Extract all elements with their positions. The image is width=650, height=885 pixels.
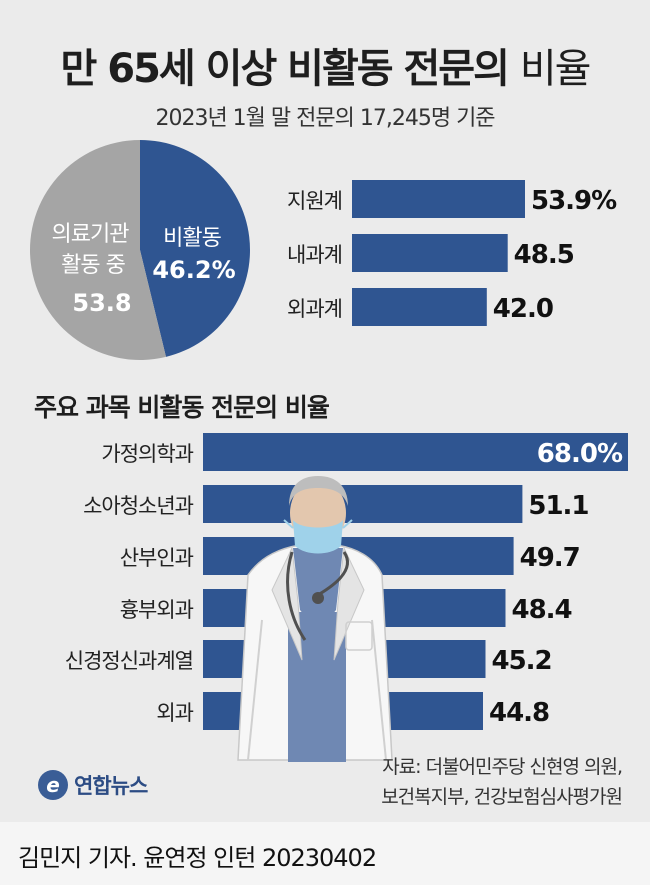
bar-value-label: 53.9% — [531, 186, 617, 216]
bar-category-label: 소아청소년과 — [83, 494, 194, 518]
source-line-1: 자료: 더불어민주당 신현영 의원, — [382, 756, 623, 778]
bar-category-label: 산부인과 — [120, 546, 194, 570]
bar — [352, 234, 508, 272]
pie-value-active: 53.8 — [72, 289, 131, 317]
bar-category-label: 내과계 — [287, 243, 342, 267]
bar-value-label: 48.4 — [512, 595, 572, 625]
main-panel: 만 65세 이상 비활동 전문의 비율 2023년 1월 말 전문의 17,24… — [0, 36, 650, 812]
title-bold: 만 65세 이상 비활동 전문의 — [60, 46, 510, 92]
bar-category-label: 신경정신과계열 — [65, 649, 193, 673]
bar-category-label: 흉부외과 — [120, 598, 194, 622]
doctor-illustration — [237, 476, 393, 762]
page-title: 만 65세 이상 비활동 전문의 비율 — [0, 36, 650, 94]
pie-label-inactive: 비활동 — [163, 226, 221, 251]
bar — [203, 485, 523, 523]
bar-category-label: 외과 — [156, 701, 193, 725]
source-note: 자료: 더불어민주당 신현영 의원, 보건복지부, 건강보험심사평가원 — [230, 752, 623, 812]
bar-category-label: 지원계 — [287, 189, 342, 213]
bar-value-label: 48.5 — [514, 240, 574, 270]
page-subtitle: 2023년 1월 말 전문의 17,245명 기준 — [155, 106, 495, 131]
logo-mark-icon: e — [38, 770, 68, 800]
pie-value-inactive: 46.2% — [152, 256, 235, 284]
bar-value-label: 68.0% — [537, 439, 623, 469]
bar — [352, 180, 525, 218]
bar-value-label: 44.8 — [489, 698, 549, 728]
section-title: 주요 과목 비활동 전문의 비율 — [34, 393, 330, 422]
bar — [352, 288, 487, 326]
title-light: 비율 — [519, 46, 592, 92]
logo-text: 연합뉴스 — [74, 774, 148, 798]
bar-value-label: 42.0 — [493, 294, 553, 324]
source-line-2: 보건복지부, 건강보험심사평가원 — [381, 786, 623, 808]
bar-value-label: 49.7 — [520, 543, 580, 573]
bar-category-label: 외과계 — [287, 297, 342, 321]
publisher-logo: e 연합뉴스 — [38, 770, 148, 800]
pie-slice — [140, 140, 250, 357]
pie-label-active-line2: 활동 중 — [61, 253, 125, 278]
bar-category-label: 가정의학과 — [101, 442, 193, 466]
bar-value-label: 45.2 — [492, 646, 552, 676]
bar-value-label: 51.1 — [528, 491, 588, 521]
footer-credit: 김민지 기자. 윤연정 인턴 20230402 — [18, 844, 377, 872]
footer-bar: 김민지 기자. 윤연정 인턴 20230402 — [0, 822, 650, 885]
pie-slice — [29, 140, 167, 360]
bar — [203, 433, 628, 471]
pie-label-active-line1: 의료기관 — [52, 222, 130, 247]
